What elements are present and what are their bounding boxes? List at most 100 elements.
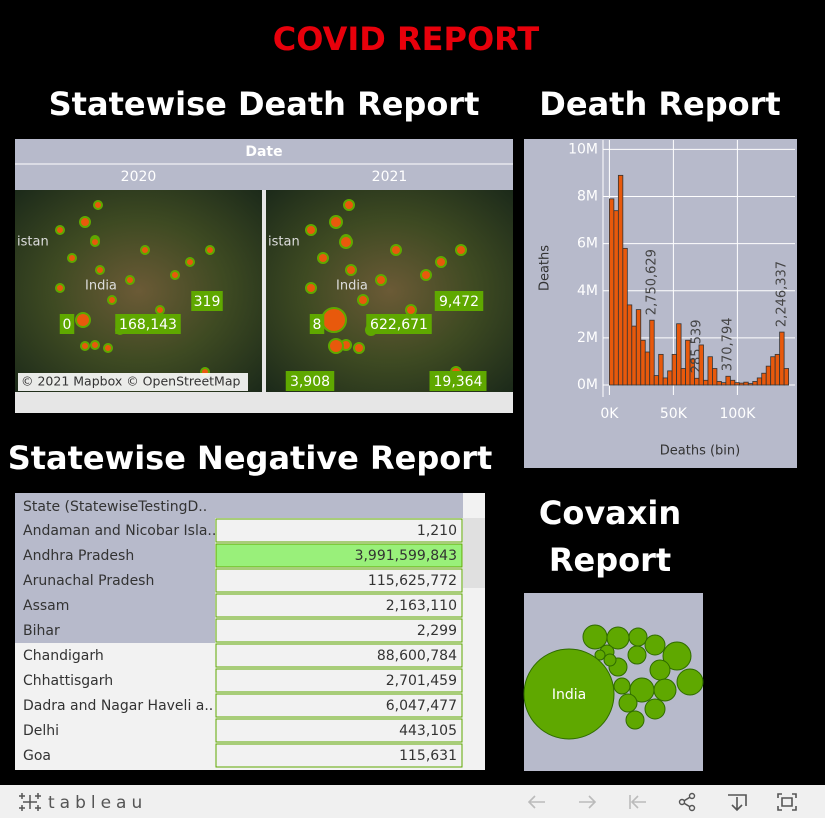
bar xyxy=(658,353,664,386)
bar xyxy=(689,358,695,386)
bar xyxy=(729,379,736,386)
value-cell xyxy=(215,693,463,718)
bar xyxy=(734,382,740,386)
bar xyxy=(680,368,686,386)
x-tick-label: 0K xyxy=(600,406,619,422)
map-dot xyxy=(455,244,467,256)
map-dot xyxy=(435,256,447,268)
bar xyxy=(662,377,669,386)
map-dot xyxy=(405,304,417,316)
bar xyxy=(783,368,789,386)
map-label-box xyxy=(429,371,487,391)
bar xyxy=(626,304,633,386)
value-label: 6,047,477 xyxy=(386,698,457,714)
value-label: 2,701,459 xyxy=(386,673,457,689)
bar xyxy=(712,368,718,386)
row-label: Goa xyxy=(23,748,51,764)
logo-icon xyxy=(19,793,41,811)
bubble xyxy=(613,677,631,695)
bar xyxy=(635,309,642,386)
map-dot xyxy=(328,338,344,354)
year-label: 2020 xyxy=(121,169,157,185)
chart-bg xyxy=(524,139,797,468)
map-dot xyxy=(357,294,369,306)
bubble xyxy=(603,653,617,667)
row-label: Chhattisgarh xyxy=(23,673,113,689)
value-cell xyxy=(215,743,463,768)
row-cell xyxy=(15,668,215,693)
map-dot xyxy=(329,215,343,229)
row-cell xyxy=(15,643,215,668)
row-label: Chandigarh xyxy=(23,648,104,664)
bubble xyxy=(653,678,677,702)
bar xyxy=(761,372,767,386)
y-axis-label: Deaths xyxy=(538,245,553,291)
map-label-box xyxy=(366,314,432,334)
map-label: 622,671 xyxy=(370,317,428,333)
bubble xyxy=(644,634,666,656)
x-axis-label: Deaths (bin) xyxy=(660,444,740,459)
map-dot xyxy=(140,245,150,255)
bar xyxy=(725,375,731,386)
map-dot xyxy=(317,252,329,264)
section-title: Covaxin Report xyxy=(538,494,682,579)
value-label: 115,631 xyxy=(399,748,457,764)
row-cell xyxy=(15,593,215,618)
y-tick-label: 4M xyxy=(577,283,598,299)
value-label: 1,210 xyxy=(417,523,457,539)
map-label-box xyxy=(285,371,335,391)
row-label: Andaman and Nicobar Isla.. xyxy=(23,523,216,539)
download-button[interactable] xyxy=(728,794,747,812)
bubble xyxy=(618,693,638,713)
row-cell xyxy=(15,618,215,643)
map-dot xyxy=(103,343,113,353)
row-label: Dadra and Nagar Haveli a.. xyxy=(23,698,213,714)
bar xyxy=(698,344,704,386)
bar xyxy=(752,381,758,386)
bar xyxy=(617,174,624,386)
bar xyxy=(738,382,745,386)
row-label: Arunachal Pradesh xyxy=(23,573,154,589)
share-node[interactable] xyxy=(688,792,696,800)
share-node[interactable] xyxy=(678,798,686,806)
map-dot xyxy=(390,244,402,256)
map-label-box xyxy=(115,314,181,334)
undo-button[interactable] xyxy=(527,795,545,809)
bar xyxy=(779,331,785,386)
map-label: 3,908 xyxy=(290,374,330,390)
value-label: 115,625,772 xyxy=(368,573,457,589)
bar xyxy=(649,319,655,386)
map-dot xyxy=(125,275,135,285)
bubble xyxy=(582,624,608,650)
value-label: 3,991,599,843 xyxy=(355,548,457,564)
map-dot xyxy=(343,199,355,211)
bar xyxy=(640,339,646,386)
map-label: 168,143 xyxy=(119,317,177,333)
share-node[interactable] xyxy=(688,804,696,812)
map xyxy=(15,190,262,392)
row-label: Bihar xyxy=(23,623,60,639)
row-cell xyxy=(15,743,215,768)
x-tick-label: 100K xyxy=(719,406,756,422)
map-dot xyxy=(345,264,357,276)
revert-button[interactable] xyxy=(629,795,646,809)
map-dot xyxy=(305,224,317,236)
page-title: COVID REPORT xyxy=(273,20,540,58)
place-label: istan xyxy=(268,235,300,250)
bar xyxy=(653,375,660,386)
map-dot xyxy=(420,269,432,281)
map-dot xyxy=(305,282,317,294)
bar xyxy=(631,325,637,386)
value-cell xyxy=(215,668,463,693)
attribution-box xyxy=(18,373,248,391)
map-dot xyxy=(80,341,90,351)
x-tick-label: 50K xyxy=(660,406,688,422)
value-label: 443,105 xyxy=(399,723,457,739)
bar xyxy=(765,365,772,386)
redo-button[interactable] xyxy=(579,795,597,809)
bar xyxy=(756,377,763,386)
fullscreen-button[interactable] xyxy=(777,793,797,811)
map-label-box xyxy=(59,314,75,334)
bubble xyxy=(594,649,606,661)
